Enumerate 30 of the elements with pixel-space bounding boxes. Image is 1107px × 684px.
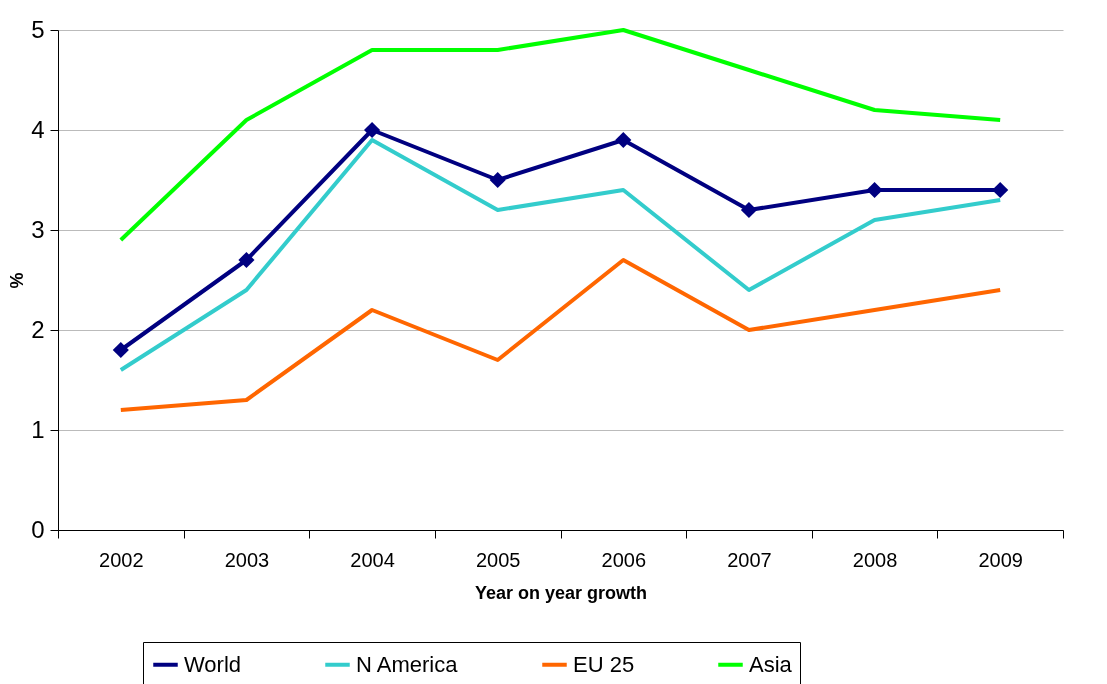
x-tick-label: 2002 — [99, 548, 144, 571]
line-series — [118, 28, 1003, 242]
point — [992, 181, 1009, 199]
x-tick-label: 2005 — [475, 548, 521, 571]
y-tick-label: 4 — [31, 115, 45, 143]
y-tick-label: 2 — [31, 315, 45, 343]
point — [489, 171, 506, 189]
x-tick-label: 2009 — [978, 548, 1023, 571]
point — [615, 131, 632, 149]
line-series — [118, 258, 1003, 412]
point — [866, 181, 883, 199]
x-tick-label: 2006 — [601, 548, 647, 571]
point — [740, 201, 757, 219]
y-tick-label: 5 — [31, 15, 45, 43]
x-tick-label: 2004 — [350, 548, 395, 571]
x-axis-title: Year on year growth — [474, 582, 648, 603]
legend-label: EU 25 — [573, 651, 635, 677]
y-tick-label: 3 — [31, 215, 45, 243]
y-axis-title: % — [7, 272, 28, 289]
y-tick-label: 1 — [31, 415, 45, 443]
point — [364, 121, 381, 139]
y-tick-label: 0 — [31, 515, 45, 543]
x-tick-label: 2008 — [852, 548, 898, 571]
point — [112, 341, 129, 359]
x-tick-label: 2007 — [727, 548, 772, 571]
point — [238, 251, 255, 269]
legend-label: World — [184, 651, 242, 677]
x-tick-label: 2003 — [224, 548, 270, 571]
legend-label: N America — [356, 651, 459, 677]
legend-label: Asia — [749, 651, 793, 677]
